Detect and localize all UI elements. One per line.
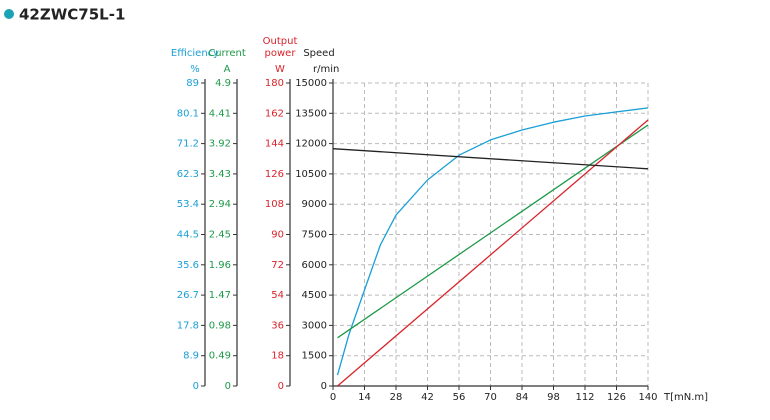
y-tick-label: 2.45 xyxy=(209,230,231,241)
y-axis-title: Efficiency xyxy=(171,48,219,59)
y-tick-label: 6000 xyxy=(302,260,327,271)
y-tick-label: 13500 xyxy=(295,108,327,119)
x-tick-label: 42 xyxy=(421,392,434,403)
y-tick-label: 62.3 xyxy=(177,169,199,180)
x-tick-label: 112 xyxy=(575,392,594,403)
y-tick-label: 4500 xyxy=(302,290,327,301)
y-axis-unit: % xyxy=(190,64,200,75)
y-tick-label: 0 xyxy=(321,381,327,392)
y-axis-unit: r/min xyxy=(313,64,339,75)
y-tick-label: 53.4 xyxy=(177,199,199,210)
x-tick-label: 98 xyxy=(547,392,560,403)
y-tick-label: 35.6 xyxy=(177,260,199,271)
x-tick-label: 140 xyxy=(638,392,657,403)
title-dot xyxy=(4,9,14,19)
y-axis-title: Output xyxy=(263,36,298,47)
y-tick-label: 9000 xyxy=(302,199,327,210)
y-tick-label: 90 xyxy=(271,230,284,241)
y-axis-unit: W xyxy=(275,64,285,75)
x-tick-label: 56 xyxy=(453,392,466,403)
y-tick-label: 89 xyxy=(186,78,199,89)
y-axis-title: power xyxy=(265,48,297,59)
x-tick-label: 84 xyxy=(516,392,529,403)
y-tick-label: 12000 xyxy=(295,139,327,150)
y-tick-label: 71.2 xyxy=(177,139,199,150)
x-tick-label: 0 xyxy=(330,392,336,403)
y-tick-label: 0 xyxy=(193,381,199,392)
y-tick-label: 72 xyxy=(271,260,284,271)
y-tick-label: 1.96 xyxy=(209,260,231,271)
series-line xyxy=(336,107,649,376)
y-tick-label: 7500 xyxy=(302,230,327,241)
y-axis-title: Current xyxy=(208,48,246,59)
y-tick-label: 10500 xyxy=(295,169,327,180)
y-tick-label: 18 xyxy=(271,351,284,362)
y-tick-label: 80.1 xyxy=(177,108,199,119)
x-tick-label: 14 xyxy=(358,392,371,403)
y-axis-title: Speed xyxy=(303,48,334,59)
y-tick-label: 2.94 xyxy=(209,199,231,210)
y-tick-label: 108 xyxy=(265,199,284,210)
y-tick-label: 3000 xyxy=(302,320,327,331)
series-line xyxy=(337,124,649,339)
series-line xyxy=(332,148,649,170)
chart-title: 42ZWC75L-1 xyxy=(19,6,125,24)
x-axis-title: T[mN.m] xyxy=(663,392,708,403)
y-tick-label: 54 xyxy=(271,290,284,301)
y-tick-label: 144 xyxy=(265,139,284,150)
y-tick-label: 162 xyxy=(265,108,284,119)
y-tick-label: 0 xyxy=(225,381,231,392)
x-tick-label: 126 xyxy=(607,392,626,403)
y-tick-label: 15000 xyxy=(295,78,327,89)
y-tick-label: 1500 xyxy=(302,351,327,362)
y-axis-unit: A xyxy=(224,64,231,75)
y-tick-label: 36 xyxy=(271,320,284,331)
y-tick-label: 3.43 xyxy=(209,169,231,180)
x-tick-label: 70 xyxy=(484,392,497,403)
y-tick-label: 3.92 xyxy=(209,139,231,150)
y-tick-label: 26.7 xyxy=(177,290,199,301)
x-tick-label: 28 xyxy=(390,392,403,403)
y-tick-label: 180 xyxy=(265,78,284,89)
y-tick-label: 4.41 xyxy=(209,108,231,119)
series-line xyxy=(337,119,649,387)
y-tick-label: 0.98 xyxy=(209,320,231,331)
y-tick-label: 8.9 xyxy=(183,351,199,362)
y-tick-label: 126 xyxy=(265,169,284,180)
y-tick-label: 44.5 xyxy=(177,230,199,241)
y-tick-label: 4.9 xyxy=(215,78,231,89)
y-tick-label: 17.8 xyxy=(177,320,199,331)
y-tick-label: 1.47 xyxy=(209,290,231,301)
y-tick-label: 0.49 xyxy=(209,351,231,362)
y-tick-label: 0 xyxy=(278,381,284,392)
